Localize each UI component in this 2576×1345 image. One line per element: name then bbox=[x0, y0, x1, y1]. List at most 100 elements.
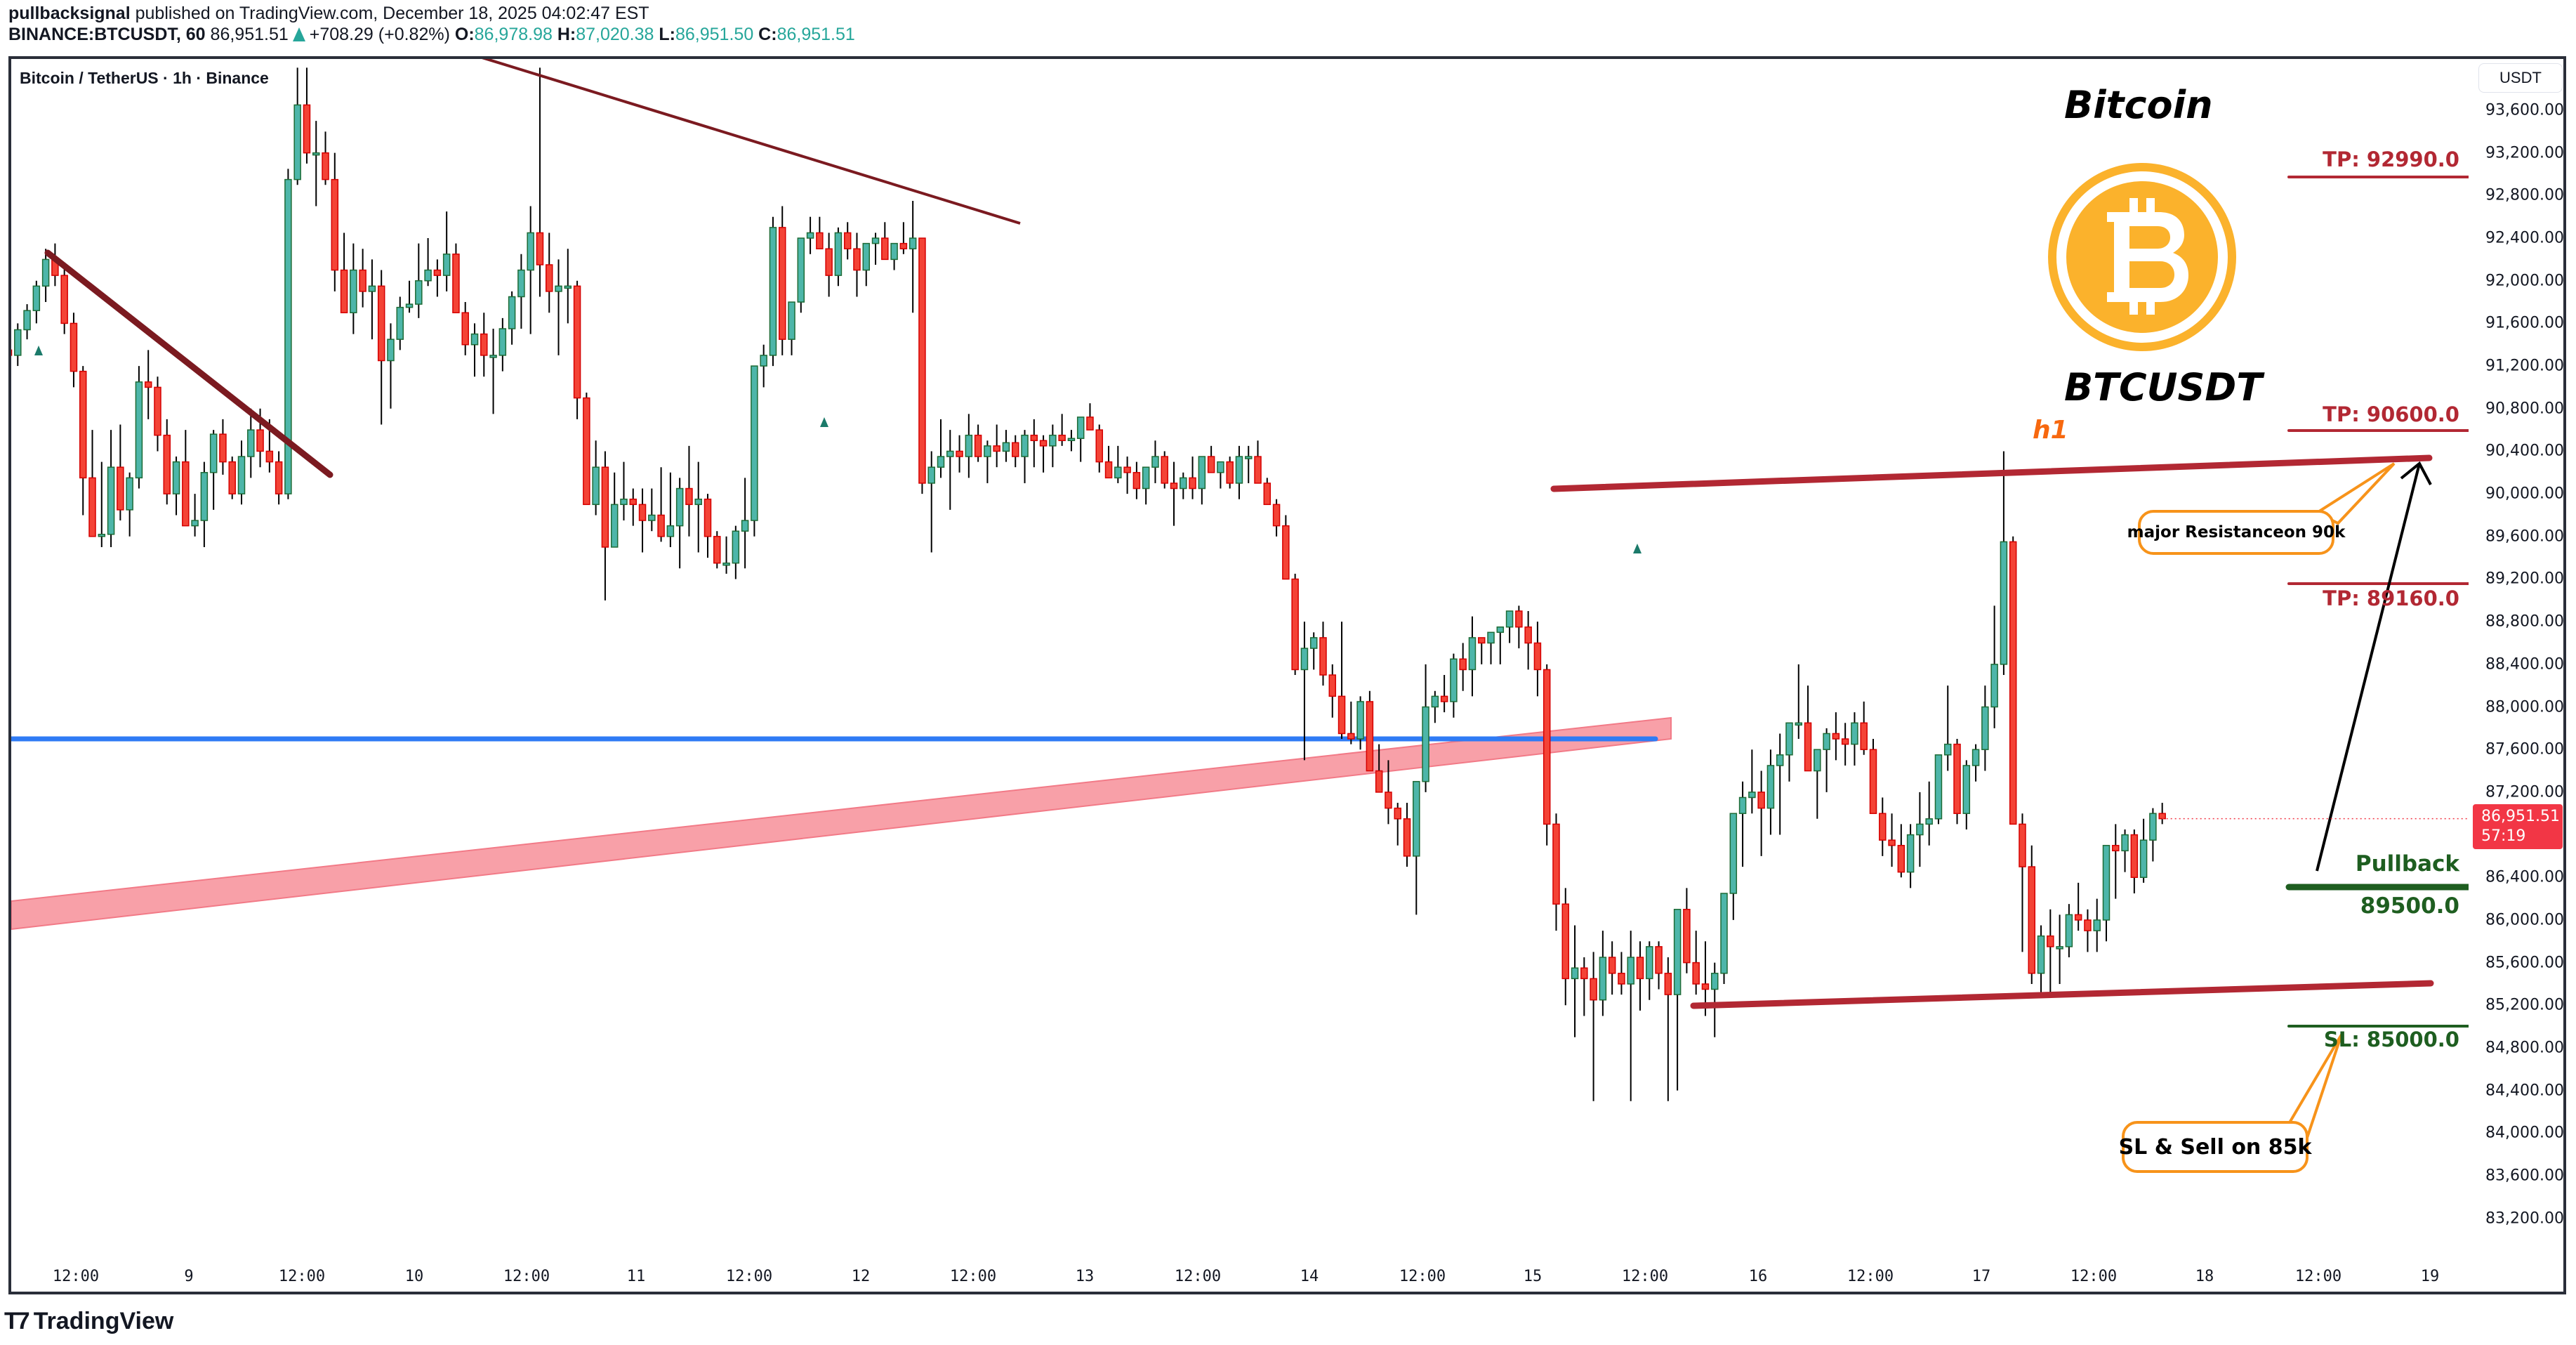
candle bbox=[769, 216, 777, 367]
candle bbox=[60, 264, 68, 334]
candle bbox=[1823, 728, 1830, 792]
candle bbox=[1076, 416, 1085, 462]
candle bbox=[1132, 461, 1141, 499]
currency-button[interactable]: USDT bbox=[2478, 63, 2563, 93]
candle bbox=[1477, 637, 1486, 664]
candle bbox=[704, 494, 712, 558]
candle bbox=[648, 488, 656, 532]
candle bbox=[517, 254, 525, 329]
low-value: 86,951.50 bbox=[675, 25, 754, 44]
candle bbox=[387, 323, 395, 409]
candle bbox=[1505, 610, 1514, 643]
candle bbox=[1683, 888, 1691, 973]
candle bbox=[312, 121, 320, 206]
resistance-callout[interactable]: major Resistanceon 90k bbox=[2127, 510, 2345, 555]
candle bbox=[666, 472, 675, 547]
candle bbox=[927, 451, 935, 553]
price-tick: 85,200.00 bbox=[2485, 996, 2564, 1014]
candle bbox=[1990, 605, 1998, 728]
last-price: 86,951.51 bbox=[210, 25, 289, 44]
price-tick: 90,800.00 bbox=[2485, 400, 2564, 418]
price-tick: 86,400.00 bbox=[2485, 868, 2564, 886]
candle bbox=[1524, 610, 1532, 670]
tradingview-logo[interactable]: T7 TradingView bbox=[4, 1308, 173, 1335]
candle bbox=[11, 349, 13, 356]
candle bbox=[1804, 685, 1812, 772]
candle bbox=[1925, 781, 1933, 846]
candle bbox=[1692, 931, 1700, 995]
candle bbox=[368, 259, 376, 340]
candle bbox=[1543, 664, 1551, 846]
candle bbox=[536, 67, 544, 297]
publish-info: pullbacksignal published on TradingView.… bbox=[8, 3, 649, 24]
candle bbox=[1300, 622, 1309, 761]
candle bbox=[1337, 622, 1346, 740]
candle bbox=[70, 313, 78, 388]
price-tick: 92,400.00 bbox=[2485, 229, 2564, 247]
candle bbox=[1757, 770, 1765, 856]
sl-sell-callout[interactable]: SL & Sell on 85k bbox=[2119, 1121, 2311, 1173]
candle bbox=[1515, 605, 1523, 649]
time-tick: 18 bbox=[2195, 1268, 2214, 1285]
candle bbox=[592, 440, 600, 516]
candle bbox=[1710, 962, 1719, 1037]
candle bbox=[573, 280, 581, 419]
candle bbox=[778, 206, 786, 355]
candle bbox=[275, 451, 283, 505]
candle bbox=[1440, 675, 1448, 713]
demand-zone[interactable] bbox=[11, 716, 1672, 931]
price-tick: 89,200.00 bbox=[2485, 570, 2564, 588]
candle bbox=[1981, 685, 1989, 771]
candle bbox=[1226, 457, 1234, 489]
downtrend-line-1[interactable] bbox=[44, 249, 333, 478]
candle bbox=[722, 536, 730, 574]
candle bbox=[1394, 803, 1401, 846]
candle bbox=[1561, 888, 1570, 1006]
candle bbox=[1608, 941, 1616, 995]
candle bbox=[88, 430, 96, 537]
price-tick: 83,200.00 bbox=[2485, 1209, 2564, 1228]
candle bbox=[601, 451, 609, 601]
candle bbox=[2102, 844, 2111, 942]
channel-bottom-line[interactable] bbox=[1690, 980, 2434, 1009]
channel-top-line[interactable] bbox=[1550, 454, 2433, 492]
candle bbox=[1962, 760, 1971, 829]
candle bbox=[1766, 749, 1775, 835]
candle bbox=[871, 232, 880, 265]
entry-price-label: 89500.0 bbox=[2360, 893, 2459, 919]
candle bbox=[993, 424, 1000, 468]
candle bbox=[1030, 419, 1038, 468]
candle bbox=[1413, 780, 1420, 915]
candle bbox=[1814, 749, 1821, 819]
last-price-badge: 86,951.51 57:19 bbox=[2473, 804, 2563, 849]
open-label: O: bbox=[454, 25, 475, 44]
projection-arrow[interactable] bbox=[2316, 463, 2421, 872]
bitcoin-logo-icon bbox=[2048, 163, 2236, 351]
candle bbox=[293, 67, 301, 185]
candle bbox=[713, 531, 721, 569]
time-tick: 15 bbox=[1523, 1268, 1543, 1285]
price-tick: 88,400.00 bbox=[2485, 655, 2564, 674]
candle bbox=[2130, 829, 2139, 893]
candle bbox=[1272, 499, 1281, 537]
time-tick: 14 bbox=[1300, 1268, 1319, 1285]
candle bbox=[154, 376, 161, 452]
author-name[interactable]: pullbacksignal bbox=[8, 4, 131, 23]
price-tick: 92,800.00 bbox=[2485, 186, 2564, 204]
candle bbox=[1533, 622, 1542, 697]
candle bbox=[899, 222, 908, 254]
candle bbox=[629, 488, 638, 526]
chart-symbol-title: Bitcoin / TetherUS · 1h · Binance bbox=[20, 69, 269, 87]
candle bbox=[2019, 813, 2026, 952]
downtrend-line-2[interactable] bbox=[477, 56, 1021, 225]
candle bbox=[1953, 739, 1961, 825]
price-tick: 87,600.00 bbox=[2485, 740, 2564, 759]
candle bbox=[1599, 931, 1607, 1016]
candle bbox=[1244, 445, 1253, 483]
time-tick: 11 bbox=[626, 1268, 646, 1285]
tp2-label: TP: 90600.0 bbox=[2323, 402, 2459, 426]
candle bbox=[909, 200, 917, 313]
candle bbox=[1468, 616, 1477, 697]
price-tick: 92,000.00 bbox=[2485, 272, 2564, 290]
